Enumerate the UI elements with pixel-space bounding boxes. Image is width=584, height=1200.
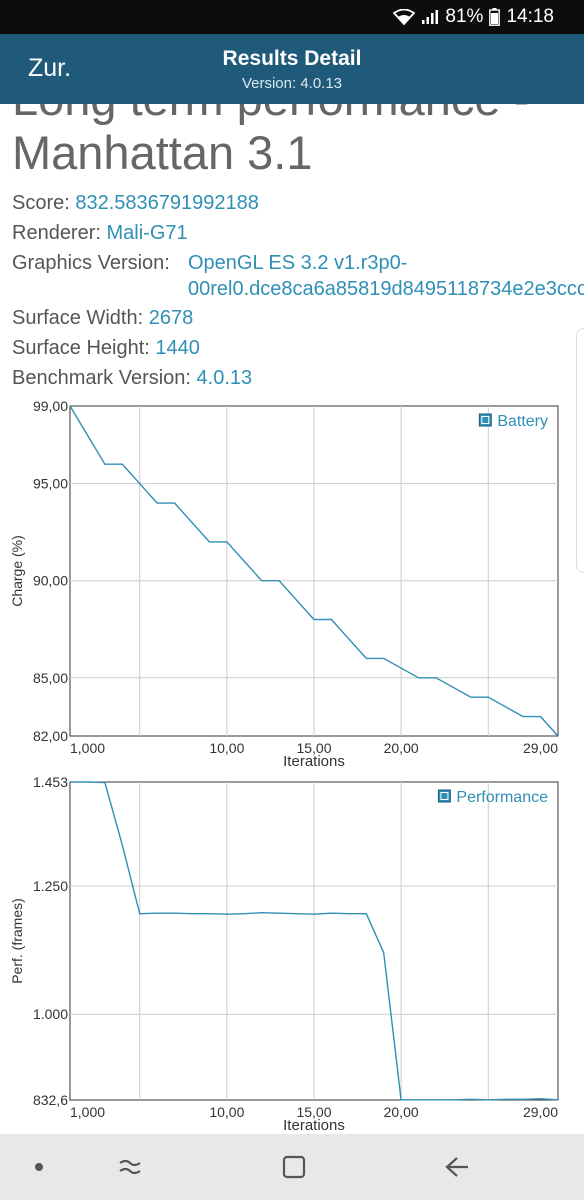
surface-width-row: Surface Width: 2678 <box>12 305 193 331</box>
battery-legend-swatch-inner <box>481 416 490 424</box>
recent-apps-icon[interactable] <box>115 1152 145 1182</box>
battery-icon <box>489 8 501 26</box>
performance-chart: 1.453 1.250 1.000 832,6 1,000 10,00 15,00 20,00… <box>0 770 584 1134</box>
battery-percent: 81% <box>445 6 484 27</box>
battery-y-tick-label: 90,00 <box>33 573 68 589</box>
performance-y-tick-label: 1.453 <box>33 774 68 790</box>
status-bar: 81% 14:18 <box>0 0 584 34</box>
home-icon[interactable] <box>279 1152 309 1182</box>
back-button[interactable]: Zur. <box>28 54 72 82</box>
dot-icon[interactable] <box>24 1152 54 1182</box>
battery-x-tick-label: 15,00 <box>296 740 331 756</box>
version-subtitle: Version: 4.0.13 <box>241 75 343 92</box>
performance-legend-swatch <box>437 789 451 803</box>
surface-height-label: Surface Height: <box>12 337 156 359</box>
renderer-label: Renderer: <box>12 222 107 244</box>
benchmark-version-label: Benchmark Version: <box>12 367 197 389</box>
benchmark-version-row: Benchmark Version: 4.0.13 <box>12 365 252 391</box>
battery-chart: 99,00 95,00 90,00 85,00 82,00 1,000 10,00 15,00… <box>0 398 584 770</box>
graphics-version-row: Graphics Version: OpenGL ES 3.2 v1.r3p0-… <box>12 250 584 300</box>
surface-width-value: 2678 <box>148 307 194 329</box>
signal-icon <box>421 9 439 25</box>
renderer-row: Renderer: Mali-G71 <box>12 220 188 246</box>
benchmark-version-value: 4.0.13 <box>196 367 253 389</box>
battery-x-tick-label: 29,00 <box>523 740 558 756</box>
battery-y-tick-label: 82,00 <box>33 728 68 744</box>
score-label: Score: <box>12 192 76 214</box>
performance-x-tick-label: 29,00 <box>523 1104 558 1120</box>
clock: 14:18 <box>506 6 554 27</box>
battery-y-tick-label: 95,00 <box>33 476 68 492</box>
score-row: Score: 832.5836791992188 <box>12 190 259 216</box>
performance-x-tick-label: 10,00 <box>209 1104 244 1120</box>
result-headline: Long term performance - Manhattan 3.1 <box>12 104 529 180</box>
graphics-version-value: OpenGL ES 3.2 v1.r3p0-00rel0.dce8ca6a858… <box>188 252 584 300</box>
back-arrow-icon[interactable] <box>442 1152 472 1182</box>
performance-chart-svg: 1.453 1.250 1.000 832,61,000 10,00 15,00 20,00… <box>9 774 559 1134</box>
performance-x-tick-label: 20,00 <box>384 1104 419 1120</box>
battery-series-line <box>69 405 559 737</box>
headline-line-1: Long term performance - <box>12 104 529 126</box>
battery-legend-swatch <box>478 413 492 427</box>
battery-y-tick-label: 85,00 <box>33 670 68 686</box>
battery-x-tick-label: 10,00 <box>209 740 244 756</box>
wifi-icon <box>393 9 416 25</box>
performance-y-tick-label: 832,6 <box>33 1092 68 1108</box>
battery-x-tick-label: 20,00 <box>384 740 419 756</box>
performance-y-tick-label: 1.000 <box>33 1006 68 1022</box>
battery-x-axis-label: Iterations <box>283 753 345 770</box>
results-content[interactable]: Long term performance - Manhattan 3.1 Sc… <box>0 104 584 1134</box>
performance-x-axis-label: Iterations <box>283 1117 345 1134</box>
performance-legend-label: Performance <box>456 789 548 806</box>
app-bar: Zur. Results Detail Version: 4.0.13 <box>0 34 584 104</box>
surface-width-label: Surface Width: <box>12 307 149 329</box>
performance-legend-swatch-inner <box>440 792 449 800</box>
surface-height-value: 1440 <box>155 337 200 359</box>
performance-x-tick-label: 15,00 <box>296 1104 331 1120</box>
page-title: Results Detail <box>222 47 362 70</box>
headline-line-2: Manhattan 3.1 <box>12 126 313 179</box>
battery-y-axis-label: Charge (%) <box>9 535 25 607</box>
battery-legend-label: Battery <box>497 413 548 430</box>
battery-x-tick-label: 1,000 <box>70 740 105 756</box>
renderer-value: Mali-G71 <box>106 222 188 244</box>
performance-y-tick-label: 1.250 <box>33 878 68 894</box>
battery-y-tick-label: 99,00 <box>33 398 68 414</box>
surface-height-row: Surface Height: 1440 <box>12 335 200 361</box>
battery-chart-svg: 99,00 95,00 90,00 85,00 82,001,000 10,00 15,00… <box>9 398 559 770</box>
performance-x-tick-label: 1,000 <box>70 1104 105 1120</box>
scroll-indicator[interactable] <box>576 328 584 573</box>
system-nav-bar <box>0 1134 584 1200</box>
graphics-version-label: Graphics Version: <box>12 252 170 274</box>
score-value: 832.5836791992188 <box>75 192 259 214</box>
performance-series-line <box>70 781 559 1101</box>
performance-y-axis-label: Perf. (frames) <box>9 898 25 984</box>
